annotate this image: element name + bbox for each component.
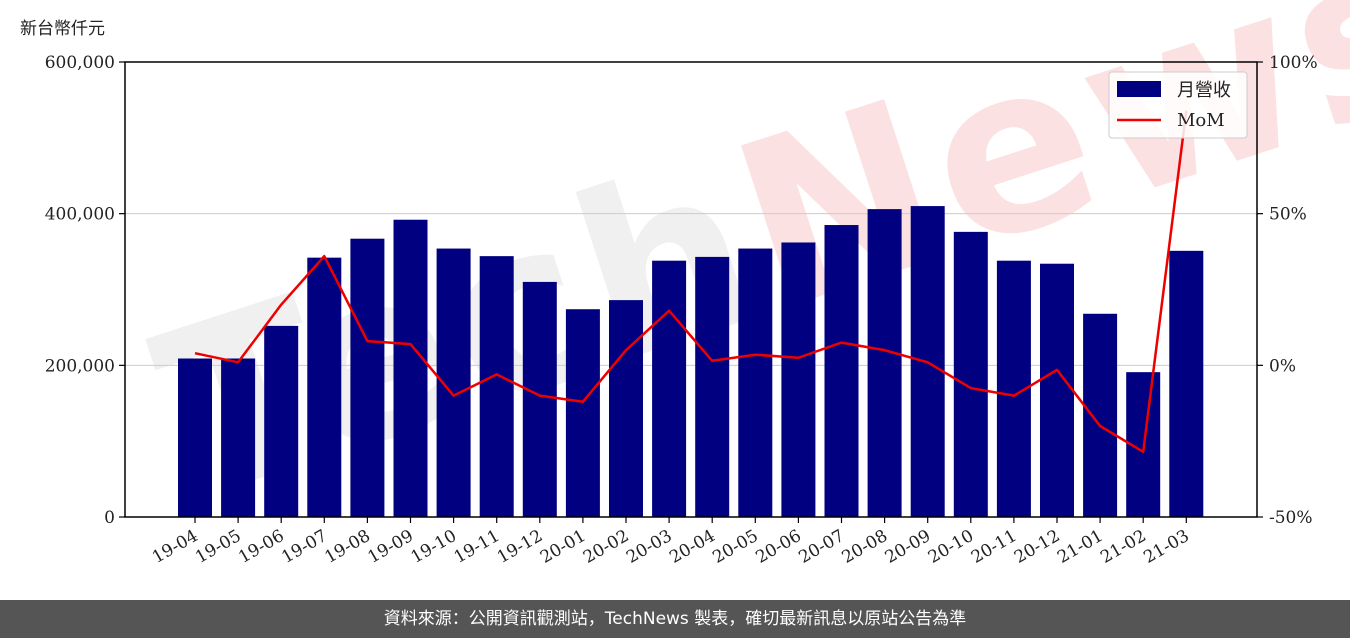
x-tick-label: 19-04 [149, 526, 201, 568]
x-tick-label: 20-03 [623, 526, 675, 568]
right-y-tick-label: -50% [1269, 508, 1313, 528]
x-tick-label: 20-04 [666, 526, 718, 568]
legend: 月營收 MoM [1108, 71, 1248, 139]
revenue-bar [1169, 250, 1204, 517]
right-y-tick-label: 100% [1269, 53, 1318, 73]
revenue-bar [393, 219, 428, 517]
revenue-bar [178, 358, 212, 517]
x-tick-label: 20-11 [968, 526, 1020, 568]
x-tick-label: 19-12 [494, 526, 546, 568]
revenue-bar [824, 225, 859, 517]
bars [178, 206, 1204, 518]
mom-line [194, 110, 1188, 454]
legend-label-mom: MoM [1177, 110, 1225, 131]
revenue-bar [1040, 263, 1074, 517]
revenue-bar [565, 309, 600, 517]
x-tick-label: 20-08 [839, 526, 891, 568]
revenue-bar [479, 256, 514, 517]
left-y-tick-label: 200,000 [45, 356, 115, 376]
revenue-bar [738, 248, 773, 518]
left-axis-unit-label: 新台幣仟元 [20, 19, 105, 39]
revenue-bar [781, 242, 816, 517]
x-tick-label: 21-02 [1097, 526, 1149, 568]
x-tick-label: 19-07 [278, 526, 330, 568]
revenue-bar [264, 325, 299, 517]
revenue-bar [609, 300, 643, 517]
revenue-bar [522, 281, 557, 517]
revenue-bar [1083, 313, 1118, 517]
left-y-tick-label: 0 [104, 508, 115, 528]
revenue-bar [652, 260, 687, 517]
x-tick-label: 21-01 [1054, 526, 1106, 568]
revenue-bar [350, 238, 385, 518]
x-tick-label: 19-09 [365, 526, 417, 568]
legend-bar-swatch [1117, 81, 1161, 97]
x-tick-label: 19-08 [321, 526, 373, 568]
x-tick-label: 19-06 [235, 526, 287, 568]
x-tick-label: 20-09 [882, 526, 934, 568]
revenue-bar [695, 256, 730, 517]
right-y-tick-label: 50% [1269, 205, 1307, 225]
revenue-bar [307, 257, 342, 517]
left-axis-ticks: 0 200,000 400,000 600,000 [45, 53, 125, 528]
revenue-chart: 新台幣仟元 19-0419-0519-0619-0719-0819-0919-1… [20, 19, 1318, 568]
revenue-bar [867, 209, 902, 517]
x-tick-label: 20-10 [925, 526, 977, 568]
x-axis-ticks: 19-0419-0519-0619-0719-0819-0919-1019-11… [149, 517, 1193, 568]
x-tick-label: 20-07 [796, 526, 848, 568]
plot-frame [124, 61, 1258, 518]
x-tick-label: 20-06 [752, 526, 804, 568]
x-tick-label: 19-11 [451, 526, 503, 568]
mom-series-line [194, 110, 1188, 454]
axes [124, 61, 1258, 518]
x-tick-label: 19-10 [408, 526, 460, 568]
left-y-tick-label: 600,000 [45, 53, 115, 73]
left-y-tick-label: 400,000 [45, 205, 115, 225]
right-axis-ticks: -50% 0% 50% 100% [1257, 53, 1318, 528]
legend-label-revenue: 月營收 [1177, 80, 1231, 101]
x-tick-label: 20-05 [709, 526, 761, 568]
x-tick-label: 19-05 [192, 526, 244, 568]
x-tick-label: 21-03 [1140, 526, 1192, 568]
x-tick-label: 20-12 [1011, 526, 1063, 568]
x-tick-label: 20-02 [580, 526, 632, 568]
source-footer: 資料來源：公開資訊觀測站，TechNews 製表，確切最新訊息以原站公告為準 [0, 600, 1350, 638]
x-tick-label: 20-01 [537, 526, 589, 568]
revenue-bar [221, 358, 256, 517]
revenue-bar [953, 231, 988, 517]
right-y-tick-label: 0% [1269, 356, 1296, 376]
